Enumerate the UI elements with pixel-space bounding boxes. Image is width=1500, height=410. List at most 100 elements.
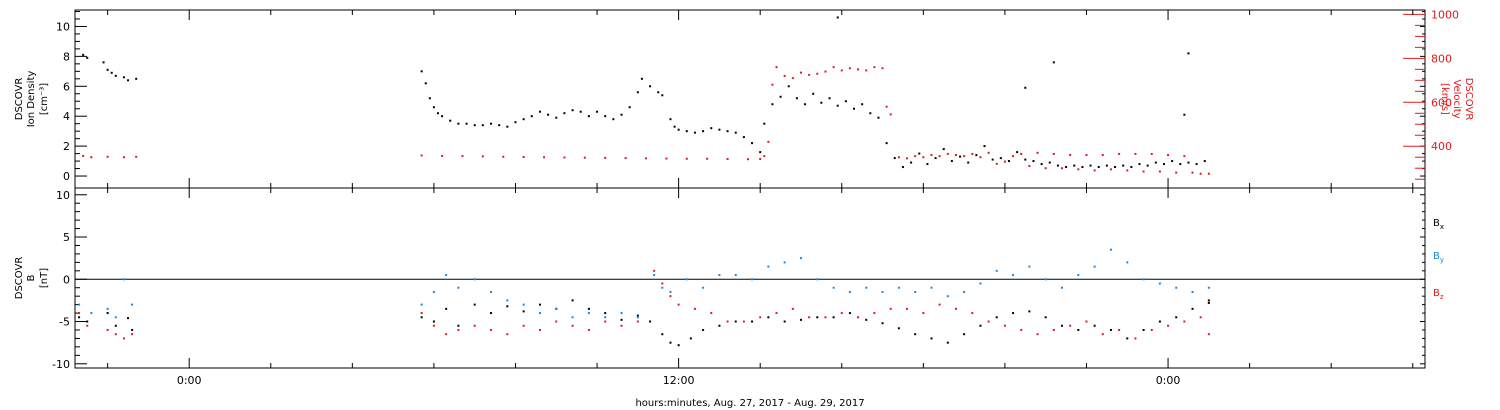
density-point: [1171, 160, 1174, 163]
bz-point: [432, 324, 435, 327]
velocity-point: [1061, 167, 1064, 170]
density-point: [844, 100, 847, 103]
density-point: [1122, 164, 1125, 167]
x-tick-labels: 0:00 12:00 0:00: [177, 374, 1181, 387]
bx-point: [1061, 324, 1064, 327]
density-axis-label-line3: [cm⁻³]: [39, 83, 50, 115]
legend-bx: Bx: [1433, 218, 1444, 231]
bx-point: [946, 341, 949, 344]
velocity-point: [922, 156, 925, 159]
density-point: [893, 157, 896, 160]
density-axis-label-line1: DSCOVR: [14, 78, 25, 121]
velocity-point: [665, 157, 668, 160]
velocity-point: [1191, 171, 1194, 174]
bx-point: [1028, 310, 1031, 313]
bx-point: [1142, 328, 1145, 331]
velocity-point: [1069, 154, 1072, 157]
density-point: [563, 112, 566, 115]
velocity-point: [604, 156, 607, 159]
by-point: [1061, 286, 1064, 289]
b-tick-label: 10: [56, 189, 70, 202]
bz-point: [971, 312, 974, 315]
bx-point: [734, 320, 737, 323]
by-point: [783, 261, 786, 264]
by-point: [506, 299, 509, 302]
density-point: [490, 122, 493, 125]
b-x-ticks: [107, 188, 1414, 368]
bz-point: [490, 328, 493, 331]
density-point: [596, 110, 599, 113]
density-point: [538, 110, 541, 113]
by-point: [751, 278, 754, 281]
bz-point: [824, 316, 827, 319]
velocity-point: [1020, 152, 1023, 155]
bz-point: [873, 312, 876, 315]
density-point: [628, 106, 631, 109]
density-point: [1187, 161, 1190, 164]
velocity-point: [906, 157, 909, 160]
velocity-point: [1126, 169, 1129, 172]
velocity-point: [1101, 154, 1104, 157]
velocity-point: [881, 67, 884, 70]
density-point: [763, 122, 766, 125]
bz-point: [1150, 328, 1153, 331]
density-point: [828, 97, 831, 100]
density-point: [1183, 113, 1186, 116]
density-point: [1052, 61, 1055, 64]
bx-point: [1207, 301, 1210, 304]
bz-point: [457, 328, 460, 331]
by-point: [106, 307, 109, 310]
x-tick-label: 0:00: [177, 374, 202, 387]
bx-point: [669, 341, 672, 344]
bx-point: [881, 322, 884, 325]
density-point: [457, 122, 460, 125]
velocity-point: [954, 154, 957, 157]
density-point: [432, 106, 435, 109]
x-tick-label: 12:00: [663, 374, 695, 387]
velocity-point: [938, 155, 941, 158]
velocity-point: [82, 154, 85, 157]
bx-point: [636, 314, 639, 317]
density-point: [669, 118, 672, 121]
bz-point: [1020, 328, 1023, 331]
bx-point: [131, 328, 134, 331]
density-point: [106, 68, 109, 71]
density-point: [82, 53, 85, 56]
bx-point: [689, 337, 692, 340]
velocity-point: [857, 68, 860, 71]
velocity-point: [816, 72, 819, 75]
density-point: [1065, 166, 1068, 169]
bx-point: [1175, 316, 1178, 319]
density-point: [1146, 164, 1149, 167]
density-point: [710, 127, 713, 130]
velocity-point: [771, 83, 774, 86]
bx-point: [522, 310, 525, 313]
bz-point: [857, 316, 860, 319]
density-tick-label: 2: [63, 140, 70, 153]
density-point: [506, 125, 509, 128]
by-point: [718, 274, 721, 277]
density-point: [498, 124, 501, 127]
by-point: [1142, 278, 1145, 281]
bz-point: [742, 320, 745, 323]
bz-point: [522, 324, 525, 327]
bz-point: [420, 312, 423, 315]
velocity-point: [461, 155, 464, 158]
density-point: [1048, 161, 1051, 164]
bz-point: [987, 320, 990, 323]
by-point: [653, 274, 656, 277]
by-point: [897, 286, 900, 289]
b-points: [78, 248, 1210, 347]
by-point: [669, 290, 672, 293]
velocity-point: [767, 140, 770, 143]
by-point: [1207, 286, 1210, 289]
bx-point: [506, 305, 509, 308]
velocity-point: [441, 154, 444, 157]
density-point: [820, 101, 823, 104]
velocity-point: [726, 157, 729, 160]
bx-point: [661, 333, 664, 336]
velocity-point: [987, 151, 990, 154]
bx-point: [751, 320, 754, 323]
velocity-point: [1012, 155, 1015, 158]
bz-point: [906, 307, 909, 310]
